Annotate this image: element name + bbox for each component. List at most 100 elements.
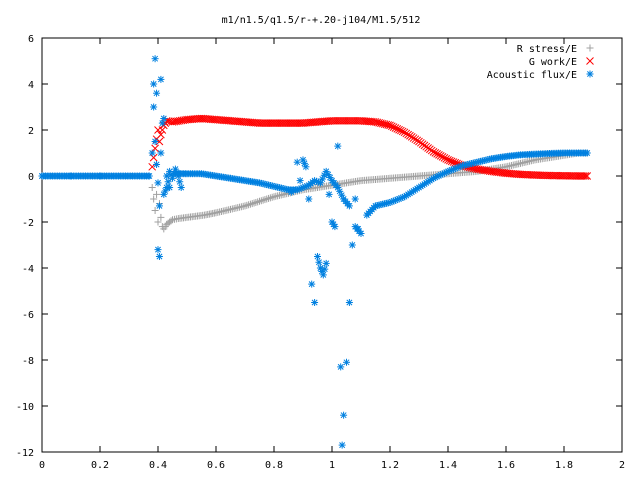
data-point [413, 185, 421, 193]
data-point [279, 119, 287, 127]
y-tick-label: -12 [16, 448, 34, 459]
data-point [246, 200, 254, 208]
data-point [252, 198, 260, 206]
data-point [167, 217, 175, 225]
data-point [157, 75, 165, 83]
data-point [150, 195, 158, 203]
data-point [435, 151, 443, 159]
data-point [305, 195, 313, 203]
y-tick-label: 2 [28, 126, 34, 137]
data-point [413, 136, 422, 145]
data-point [288, 119, 296, 127]
plot-border [41, 37, 623, 453]
data-point [157, 130, 165, 139]
data-point [345, 299, 353, 306]
data-point [282, 119, 291, 127]
data-point [235, 117, 244, 126]
data-point [322, 117, 331, 126]
data-point [398, 127, 407, 136]
data-point [338, 191, 346, 199]
data-point [248, 200, 256, 208]
x-tick-label: 0.2 [91, 460, 109, 471]
data-point [261, 119, 269, 127]
data-point [329, 220, 337, 228]
data-point [349, 116, 358, 125]
data-point [210, 209, 218, 217]
data-point [286, 119, 295, 127]
data-point [314, 178, 322, 186]
data-point [151, 144, 159, 153]
data-point [257, 197, 265, 205]
data-point [332, 181, 340, 189]
data-point [266, 119, 275, 127]
data-point [343, 200, 351, 208]
y-tick-label: -10 [16, 402, 34, 413]
data-point [326, 174, 334, 182]
data-point [250, 118, 258, 127]
data-point [153, 161, 161, 168]
x-tick-label: 0.8 [265, 460, 283, 471]
data-point [256, 197, 263, 205]
data-point [340, 411, 348, 419]
data-point [346, 116, 354, 125]
data-point [245, 201, 253, 209]
data-point [525, 170, 534, 179]
data-point [579, 172, 588, 180]
data-point [436, 152, 445, 160]
data-point [206, 115, 215, 124]
data-point [300, 159, 308, 167]
legend-marker [586, 57, 594, 65]
data-point [172, 215, 180, 223]
data-point [265, 194, 273, 202]
data-point [344, 116, 353, 125]
data-point [153, 190, 161, 198]
data-point [303, 182, 311, 190]
data-point [321, 265, 329, 273]
data-point [257, 119, 266, 127]
data-point [312, 184, 320, 192]
data-point [243, 201, 251, 209]
data-point [273, 119, 282, 127]
x-tick-label: 1.8 [555, 460, 573, 471]
data-point [554, 171, 563, 180]
data-point [308, 280, 316, 288]
data-point [239, 202, 247, 210]
data-point [382, 120, 391, 129]
data-point [540, 171, 548, 180]
data-point [325, 190, 333, 198]
data-point [151, 55, 159, 63]
x-tick-label: 2 [619, 460, 625, 471]
y-tick-label: -2 [22, 218, 34, 229]
x-tick-label: 1.2 [381, 460, 399, 471]
data-point [250, 199, 258, 207]
data-point [348, 241, 356, 249]
data-point [334, 142, 342, 150]
data-point [337, 363, 345, 371]
data-point [333, 116, 342, 125]
data-point [163, 172, 171, 180]
legend-marker [586, 44, 594, 52]
data-point [173, 169, 181, 177]
y-tick-label: -6 [22, 310, 34, 321]
data-point [329, 116, 338, 125]
data-point [438, 153, 447, 161]
data-point [151, 207, 159, 214]
data-point [268, 119, 277, 127]
data-point [259, 119, 267, 127]
data-point [293, 158, 301, 166]
data-point [271, 119, 280, 127]
data-point [270, 119, 278, 127]
data-point [315, 258, 323, 266]
series-r-stress-e [148, 149, 591, 233]
x-tick-label: 1.4 [439, 460, 457, 471]
data-point [355, 227, 363, 235]
data-series [38, 55, 592, 449]
data-point [342, 116, 351, 125]
data-point [431, 149, 440, 157]
data-point [281, 119, 289, 127]
data-point [154, 218, 162, 226]
data-point [291, 119, 300, 127]
data-point [151, 138, 159, 145]
data-point [366, 117, 374, 126]
data-point [262, 119, 271, 127]
